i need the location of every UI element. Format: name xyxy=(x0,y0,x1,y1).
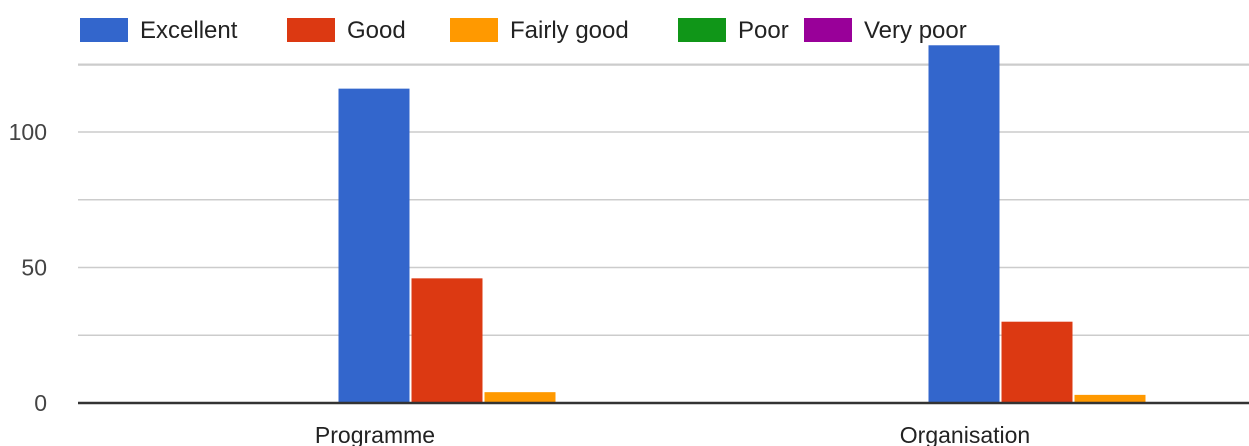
legend-swatch xyxy=(804,18,852,42)
x-tick-label: Programme xyxy=(315,422,435,446)
legend-label: Very poor xyxy=(864,17,967,44)
legend-item: Fairly good xyxy=(450,17,629,44)
x-axis: Programme Organisation xyxy=(78,401,1249,446)
legend-label: Good xyxy=(347,17,406,44)
bar xyxy=(411,278,483,403)
bar xyxy=(338,88,410,403)
y-tick-label: 0 xyxy=(34,390,47,416)
bar xyxy=(1074,394,1146,403)
legend-label: Poor xyxy=(738,17,789,44)
bar xyxy=(484,392,556,403)
legend-swatch xyxy=(678,18,726,42)
legend-swatch xyxy=(80,18,128,42)
y-tick-label: 100 xyxy=(9,119,47,145)
legend-item: Poor xyxy=(678,17,789,44)
bar xyxy=(928,45,1000,403)
x-tick-label: Organisation xyxy=(900,422,1030,446)
legend-item: Good xyxy=(287,17,406,44)
gridlines xyxy=(78,63,1249,336)
y-tick-label: 50 xyxy=(21,255,47,281)
legend: Excellent Good Fairly good Poor Very poor xyxy=(80,17,967,44)
bar xyxy=(1001,321,1073,403)
legend-swatch xyxy=(450,18,498,42)
y-axis: 0 50 100 xyxy=(9,119,47,416)
legend-label: Excellent xyxy=(140,17,238,44)
legend-swatch xyxy=(287,18,335,42)
legend-label: Fairly good xyxy=(510,17,629,44)
legend-item: Excellent xyxy=(80,17,238,44)
legend-item: Very poor xyxy=(804,17,967,44)
bars xyxy=(338,45,1146,403)
